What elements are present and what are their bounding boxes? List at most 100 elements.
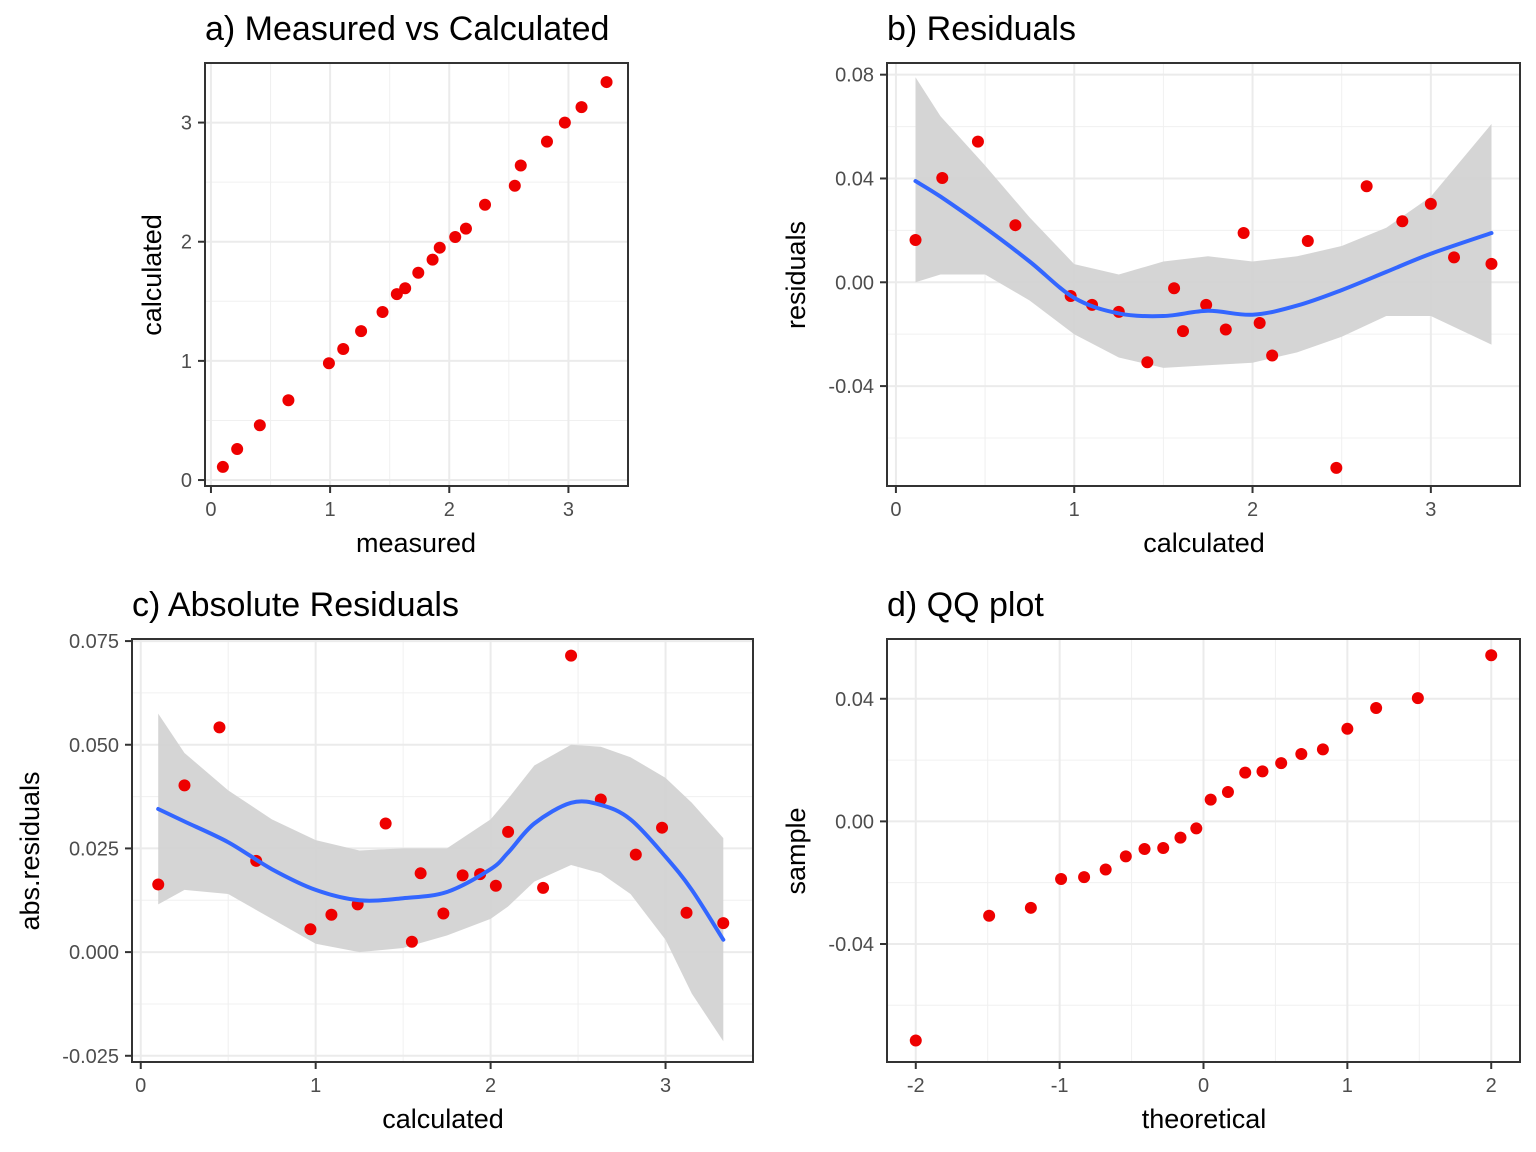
panel-d-point: [1024, 901, 1037, 914]
panel-b-point: [1266, 349, 1279, 362]
panel-a-title: a) Measured vs Calculated: [205, 10, 609, 48]
panel-c-point: [565, 649, 578, 662]
panel-c-xtick-label: 1: [310, 1075, 321, 1097]
panel-b-point: [1485, 257, 1498, 270]
panel-c-point: [537, 881, 550, 894]
panel-a-ytick-label: 1: [181, 351, 192, 373]
panel-c-title: c) Absolute Residuals: [132, 586, 459, 624]
panel-c-point: [405, 935, 418, 948]
panel-b-point: [909, 233, 922, 246]
panel-b-point: [1301, 235, 1314, 248]
panel-b-point: [1360, 180, 1373, 193]
panel-b-point: [971, 135, 984, 148]
panel-b-point: [1219, 323, 1232, 336]
panel-c-ytick-label: -0.025: [62, 1046, 119, 1068]
panel-d-ytick-label: 0.04: [835, 689, 874, 711]
panel-a-point: [514, 159, 527, 172]
panel-a-point: [449, 230, 462, 243]
panel-b: b) Residuals calculated residuals 0 1 2 3 -0…: [781, 10, 1521, 558]
panel-a-point: [426, 253, 439, 266]
panel-a-point: [355, 325, 368, 338]
panel-c-point: [437, 907, 450, 920]
panel-d-xtick-label: 0: [1198, 1075, 1209, 1097]
panel-c-point: [213, 721, 226, 734]
panel-d-point: [983, 909, 996, 922]
panel-c-point: [152, 878, 165, 891]
panel-a-ytick-label: 0: [181, 470, 192, 492]
panel-a-point: [412, 266, 425, 279]
panel-b-smooth-line: [913, 179, 1494, 319]
panel-b-point: [1176, 325, 1189, 338]
panel-c-ytick-label: 0.075: [69, 631, 119, 653]
panel-d: d) QQ plot theoretical sample -2 -1 0 1 2 -0.…: [781, 586, 1521, 1134]
panel-d-ytick-label: 0.00: [835, 811, 874, 833]
panel-c-smooth-line: [156, 799, 726, 942]
panel-d-point: [1275, 757, 1288, 770]
panel-c-xlabel: calculated: [382, 1104, 504, 1134]
panel-a-point: [322, 357, 335, 370]
panel-a-point: [253, 419, 266, 432]
panel-a-ylabel: calculated: [137, 214, 167, 336]
panel-d-point: [1204, 793, 1217, 806]
panel-d-point: [1221, 785, 1234, 798]
panel-b-xlabel: calculated: [1143, 528, 1265, 558]
panel-b-ytick-label: -0.04: [828, 376, 874, 398]
panel-a-xtick-label: 0: [205, 499, 216, 521]
panel-c-border: [131, 638, 754, 1063]
panel-d-xtick-label: 2: [1486, 1075, 1497, 1097]
panel-a-point: [540, 135, 553, 148]
panel-b-ytick-label: 0.04: [835, 168, 874, 190]
panel-c-point: [489, 879, 502, 892]
panel-c: c) Absolute Residuals calculated abs.res…: [15, 586, 754, 1134]
panel-b-point: [1253, 317, 1266, 330]
panel-a-point: [508, 179, 521, 192]
panel-a-xtick-label: 1: [325, 499, 336, 521]
panel-c-ytick-label: 0.050: [69, 735, 119, 757]
panel-c-ytick-label: 0.000: [69, 942, 119, 964]
panel-d-point: [1190, 822, 1203, 835]
panel-a-point: [216, 460, 229, 473]
panel-c-point: [680, 906, 693, 919]
panel-a-ytick-label: 2: [181, 232, 192, 254]
panel-c-xtick-label: 3: [660, 1075, 671, 1097]
panel-d-point: [1341, 722, 1354, 735]
panel-b-point: [1448, 251, 1461, 264]
panel-b-point: [1200, 298, 1213, 311]
panel-c-point: [629, 848, 642, 861]
panel-a-point: [575, 101, 588, 114]
panel-b-ytick-label: 0.00: [835, 272, 874, 294]
panel-d-title: d) QQ plot: [887, 586, 1044, 624]
panel-d-point: [1055, 873, 1068, 886]
panel-b-xtick-label: 1: [1069, 499, 1080, 521]
panel-b-xtick-label: 0: [890, 499, 901, 521]
panel-b-title: b) Residuals: [887, 10, 1076, 48]
panel-a-point: [479, 198, 492, 211]
panel-b-point: [1424, 197, 1437, 210]
panel-d-point: [909, 1034, 922, 1047]
panel-d-point: [1138, 842, 1151, 855]
panel-c-xtick-label: 2: [485, 1075, 496, 1097]
panel-d-point: [1256, 765, 1269, 778]
panel-c-confidence-band: [158, 713, 724, 1042]
panel-b-ytick-label: 0.08: [835, 65, 874, 87]
panel-a-point: [399, 282, 412, 295]
panel-b-point: [1237, 226, 1250, 239]
panel-b-confidence-band: [915, 77, 1492, 368]
panel-c-point: [656, 821, 669, 834]
panel-a-point: [558, 116, 571, 129]
panel-c-point: [502, 825, 515, 838]
panel-a-ytick-label: 3: [181, 113, 192, 135]
panel-b-point: [1330, 461, 1343, 474]
panel-c-point: [414, 867, 427, 880]
panel-d-point: [1295, 747, 1308, 760]
panel-d-point: [1370, 701, 1383, 714]
panel-c-xtick-label: 0: [135, 1075, 146, 1097]
panel-a-point: [282, 394, 295, 407]
panel-c-point: [325, 908, 338, 921]
panel-d-point: [1485, 649, 1498, 662]
panel-c-point: [178, 779, 191, 792]
panel-a-point: [600, 76, 613, 89]
panel-d-point: [1119, 850, 1132, 863]
panel-d-xtick-label: -2: [907, 1075, 925, 1097]
